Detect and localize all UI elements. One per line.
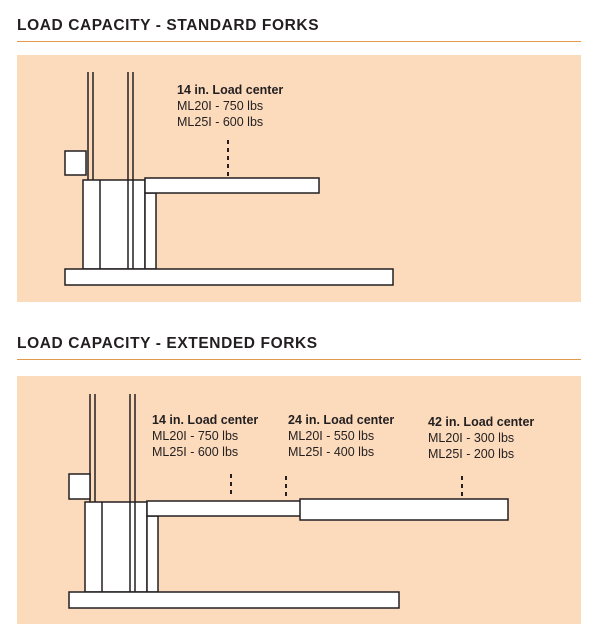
load-center-heading: 42 in. Load center [428,415,535,429]
diagram-panel-standard-forks: 14 in. Load center ML20I - 750 lbs ML25I… [17,55,581,302]
forklift-diagram-extended [68,394,509,609]
capacity-ml25i: ML25I - 400 lbs [288,445,375,459]
capacity-ml25i: ML25I - 600 lbs [152,445,239,459]
side-post [146,515,159,593]
carriage [84,501,148,593]
carriage [82,179,146,270]
load-center-label-42in: 42 in. Load center ML20I - 300 lbs ML25I… [428,414,534,462]
section-title-standard-forks: LOAD CAPACITY - STANDARD FORKS [17,17,320,34]
load-center-label-24in: 24 in. Load center ML20I - 550 lbs ML25I… [288,412,394,460]
capacity-ml20i: ML20I - 750 lbs [152,429,239,443]
base-platform [64,268,394,286]
capacity-ml25i: ML25I - 200 lbs [428,447,515,461]
section-divider [17,359,581,360]
diagram-panel-extended-forks: 14 in. Load center ML20I - 750 lbs ML25I… [17,376,581,624]
load-center-label-14in: 14 in. Load center ML20I - 750 lbs ML25I… [177,82,283,130]
control-box [64,150,87,176]
forklift-diagram-standard [64,72,394,286]
capacity-ml25i: ML25I - 600 lbs [177,115,264,129]
capacity-ml20i: ML20I - 750 lbs [177,99,264,113]
fork-extension [299,498,509,521]
fork [144,177,320,194]
capacity-ml20i: ML20I - 300 lbs [428,431,515,445]
load-center-heading: 24 in. Load center [288,413,395,427]
load-center-label-14in: 14 in. Load center ML20I - 750 lbs ML25I… [152,412,258,460]
section-divider [17,41,581,42]
load-center-heading: 14 in. Load center [177,83,284,97]
fork [146,500,302,517]
side-post [144,192,157,270]
capacity-ml20i: ML20I - 550 lbs [288,429,375,443]
load-center-heading: 14 in. Load center [152,413,259,427]
base-platform [68,591,400,609]
control-box [68,473,91,500]
section-title-extended-forks: LOAD CAPACITY - EXTENDED FORKS [17,335,318,352]
